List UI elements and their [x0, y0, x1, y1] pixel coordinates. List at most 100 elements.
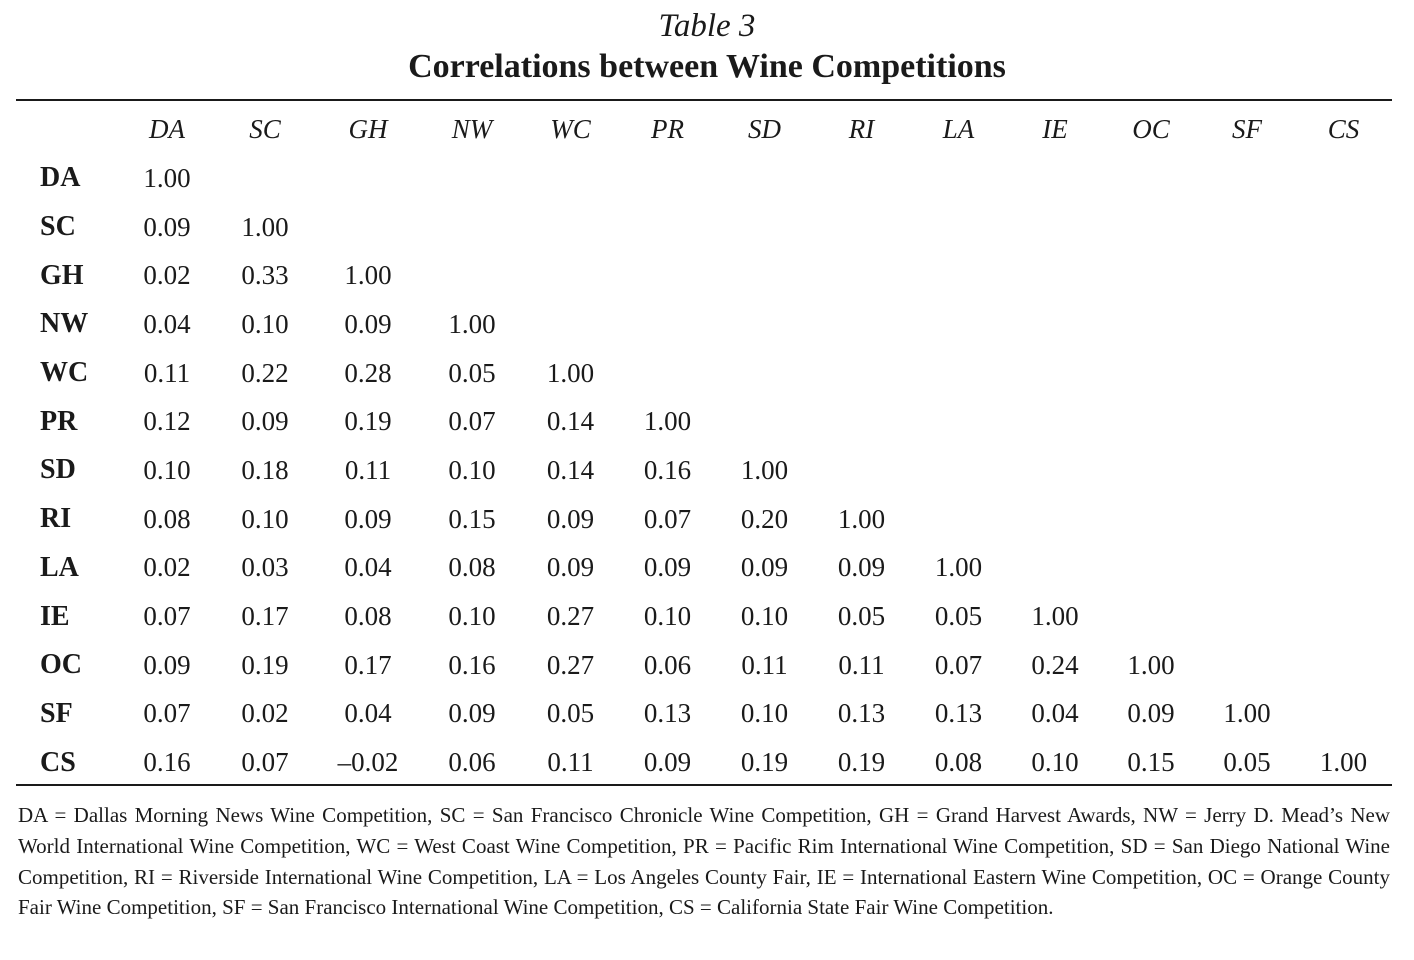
row-header: GH	[40, 259, 84, 291]
table-cell: 1.00	[1127, 649, 1175, 680]
table-cell	[1199, 544, 1295, 593]
column-header: IE	[1042, 113, 1068, 144]
table-cell	[1103, 349, 1199, 398]
table-cell: 0.11	[741, 649, 788, 680]
table-cell	[716, 251, 813, 300]
table-body: DA 1.00 SC 0.09 1.00 GH 0.02 0.33 1.00 NW 0.04 0.10…	[16, 154, 1392, 787]
table-cell: 0.09	[643, 747, 692, 778]
row-header: SD	[40, 454, 76, 486]
table-row: NW 0.04 0.10 0.09 1.00	[16, 300, 1392, 349]
row-header: PR	[40, 405, 78, 437]
table-cell	[813, 154, 910, 203]
table-row: SD 0.10 0.18 0.11 0.10 0.14 0.16 1.00	[16, 446, 1392, 495]
table-cell	[1007, 544, 1103, 593]
table-cell	[1295, 690, 1392, 739]
bottom-rule	[16, 784, 1392, 786]
table-cell	[314, 203, 422, 252]
table-cell	[910, 203, 1007, 252]
table-cell: 0.09	[546, 552, 595, 583]
table-cell	[1007, 203, 1103, 252]
column-header: OC	[1132, 113, 1170, 144]
table-cell: 1.00	[546, 357, 595, 388]
table-cell	[1295, 154, 1392, 203]
table-cell: 0.10	[643, 601, 692, 632]
table-cell	[1007, 446, 1103, 495]
table-cell: 0.10	[241, 503, 289, 534]
table-cell: 0.18	[241, 454, 289, 485]
column-header: SC	[249, 113, 281, 144]
table-cell: 0.10	[448, 454, 496, 485]
table-cell	[910, 397, 1007, 446]
table-cell	[813, 397, 910, 446]
row-header: NW	[40, 308, 89, 340]
table-cell: 0.08	[448, 552, 496, 583]
table-cell	[1007, 397, 1103, 446]
table-cell	[619, 349, 716, 398]
table-cell: 0.22	[241, 357, 289, 388]
table-cell	[1295, 397, 1392, 446]
table-cell: 0.13	[934, 698, 983, 729]
row-header: LA	[40, 551, 79, 583]
table-cell	[1199, 592, 1295, 641]
column-header: RI	[848, 113, 875, 144]
table-cell: 0.24	[1031, 649, 1079, 680]
table-title: Correlations between Wine Competitions	[408, 48, 1006, 85]
table-cell: 0.08	[934, 747, 983, 778]
table-footnote: DA = Dallas Morning News Wine Competitio…	[18, 803, 1390, 920]
table-cell	[1007, 251, 1103, 300]
row-header: WC	[40, 357, 89, 389]
table-cell	[813, 300, 910, 349]
table-cell	[216, 154, 314, 203]
table-cell: 0.13	[643, 698, 692, 729]
table-cell	[422, 203, 522, 252]
row-header: DA	[40, 162, 81, 194]
table-cell: 1.00	[143, 162, 191, 193]
table-cell	[619, 154, 716, 203]
top-rule	[16, 99, 1392, 101]
table-cell: 0.10	[448, 601, 496, 632]
table-header: DA SC GH NW WC PR SD RI LA IE OC SF CS	[16, 104, 1392, 154]
table-cell: 0.03	[241, 552, 289, 583]
table-cell: 0.09	[448, 698, 496, 729]
table-cell	[422, 154, 522, 203]
table-cell: 0.09	[143, 649, 191, 680]
table-cell: 0.02	[241, 698, 289, 729]
row-header: SC	[40, 211, 76, 243]
table-cell	[1199, 495, 1295, 544]
table-cell: 0.05	[934, 601, 983, 632]
table-cell: 0.09	[546, 503, 595, 534]
table-cell: 0.04	[344, 698, 392, 729]
table-cell: 0.11	[344, 454, 392, 485]
column-header: SF	[1232, 113, 1262, 144]
table-cell	[1103, 397, 1199, 446]
table-cell	[1199, 349, 1295, 398]
table-row: SF 0.07 0.02 0.04 0.09 0.05 0.13 0.10 0.13 0.13 0.…	[16, 690, 1392, 739]
table-cell	[813, 446, 910, 495]
table-row: SC 0.09 1.00	[16, 203, 1392, 252]
column-header: SD	[748, 113, 781, 144]
table-cell: 0.16	[448, 649, 496, 680]
table-row: CS 0.16 0.07 –0.02 0.06 0.11 0.09 0.19 0.19 0.08 0…	[16, 738, 1392, 787]
row-header: IE	[40, 600, 70, 632]
table-cell	[1103, 203, 1199, 252]
header-row: DA SC GH NW WC PR SD RI LA IE OC SF CS	[16, 104, 1392, 154]
table-cell: 0.17	[241, 601, 289, 632]
table-cell: 0.08	[143, 503, 191, 534]
column-header: NW	[451, 113, 493, 144]
table-cell: 0.06	[643, 649, 692, 680]
table-cell: 0.05	[837, 601, 886, 632]
table-cell	[1295, 544, 1392, 593]
table-cell	[1295, 495, 1392, 544]
table-cell	[619, 203, 716, 252]
table-cell	[1007, 300, 1103, 349]
table-cell	[813, 203, 910, 252]
table-cell	[1199, 397, 1295, 446]
table-cell: 0.10	[143, 454, 191, 485]
table-cell: 0.08	[344, 601, 392, 632]
table-row: DA 1.00	[16, 154, 1392, 203]
table-cell: 0.04	[344, 552, 392, 583]
table-row: LA 0.02 0.03 0.04 0.08 0.09 0.09 0.09 0.09 1.00	[16, 544, 1392, 593]
table-cell	[1199, 154, 1295, 203]
table-cell: 0.05	[546, 698, 595, 729]
table-cell: 0.05	[448, 357, 496, 388]
